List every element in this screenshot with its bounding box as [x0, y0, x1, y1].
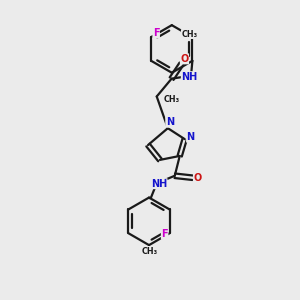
Text: N: N: [187, 132, 195, 142]
Text: CH₃: CH₃: [164, 95, 180, 104]
Text: N: N: [166, 117, 174, 127]
Text: NH: NH: [151, 179, 167, 189]
Text: NH: NH: [181, 72, 197, 82]
Text: F: F: [161, 229, 168, 239]
Text: CH₃: CH₃: [142, 247, 158, 256]
Text: O: O: [194, 173, 202, 183]
Text: O: O: [180, 54, 189, 64]
Text: CH₃: CH₃: [182, 30, 197, 39]
Text: F: F: [153, 28, 160, 38]
